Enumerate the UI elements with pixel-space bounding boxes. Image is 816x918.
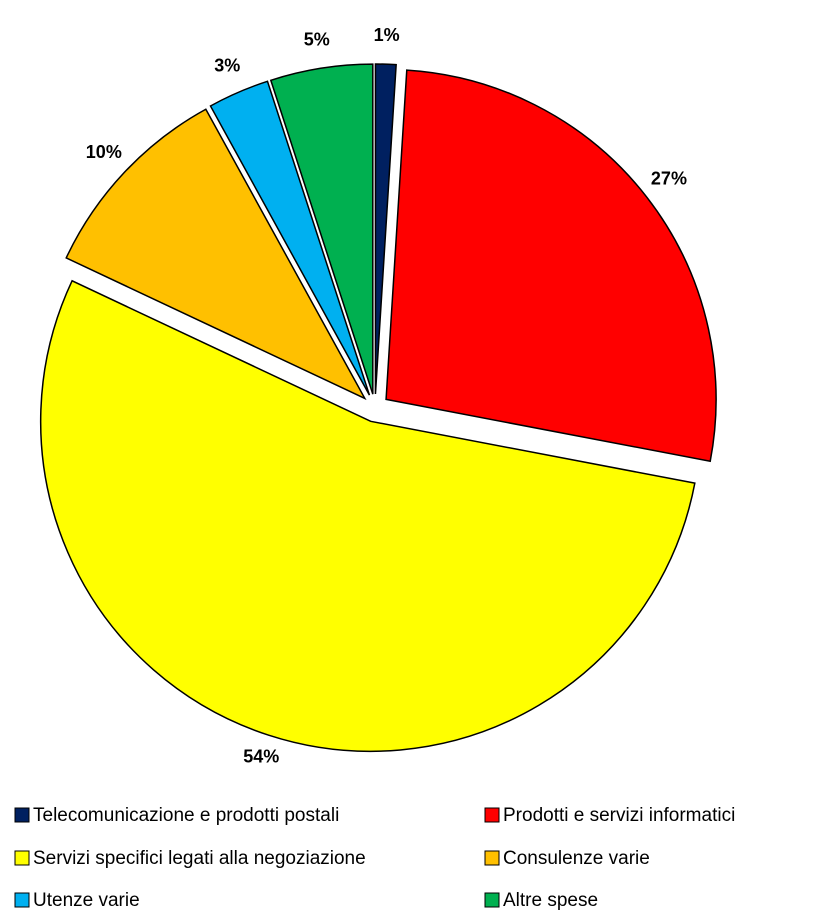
legend-label: Servizi specifici legati alla negoziazio… bbox=[33, 848, 366, 869]
pie-slice bbox=[269, 63, 374, 395]
legend-swatch bbox=[484, 807, 500, 823]
legend-label: Altre spese bbox=[503, 890, 598, 911]
legend-swatch bbox=[14, 807, 30, 823]
legend-label: Utenze varie bbox=[33, 890, 140, 911]
data-label: 5% bbox=[304, 29, 330, 49]
pie-slice bbox=[209, 80, 371, 396]
legend-label: Telecomunicazione e prodotti postali bbox=[33, 805, 339, 826]
data-label: 10% bbox=[86, 142, 122, 162]
legend-label: Consulenze varie bbox=[503, 848, 650, 869]
pie-slice bbox=[39, 279, 696, 753]
data-label: 1% bbox=[374, 25, 400, 45]
legend-label: Prodotti e servizi informatici bbox=[503, 805, 735, 826]
data-label: 3% bbox=[214, 55, 240, 75]
pie-slice bbox=[65, 108, 367, 401]
pie-slice bbox=[374, 63, 397, 395]
data-label: 27% bbox=[651, 169, 687, 189]
legend-swatch bbox=[14, 850, 30, 866]
pie-slice bbox=[385, 69, 717, 463]
data-label: 54% bbox=[243, 747, 279, 767]
legend-swatch bbox=[14, 892, 30, 908]
legend-swatch bbox=[484, 892, 500, 908]
legend-swatch bbox=[484, 850, 500, 866]
